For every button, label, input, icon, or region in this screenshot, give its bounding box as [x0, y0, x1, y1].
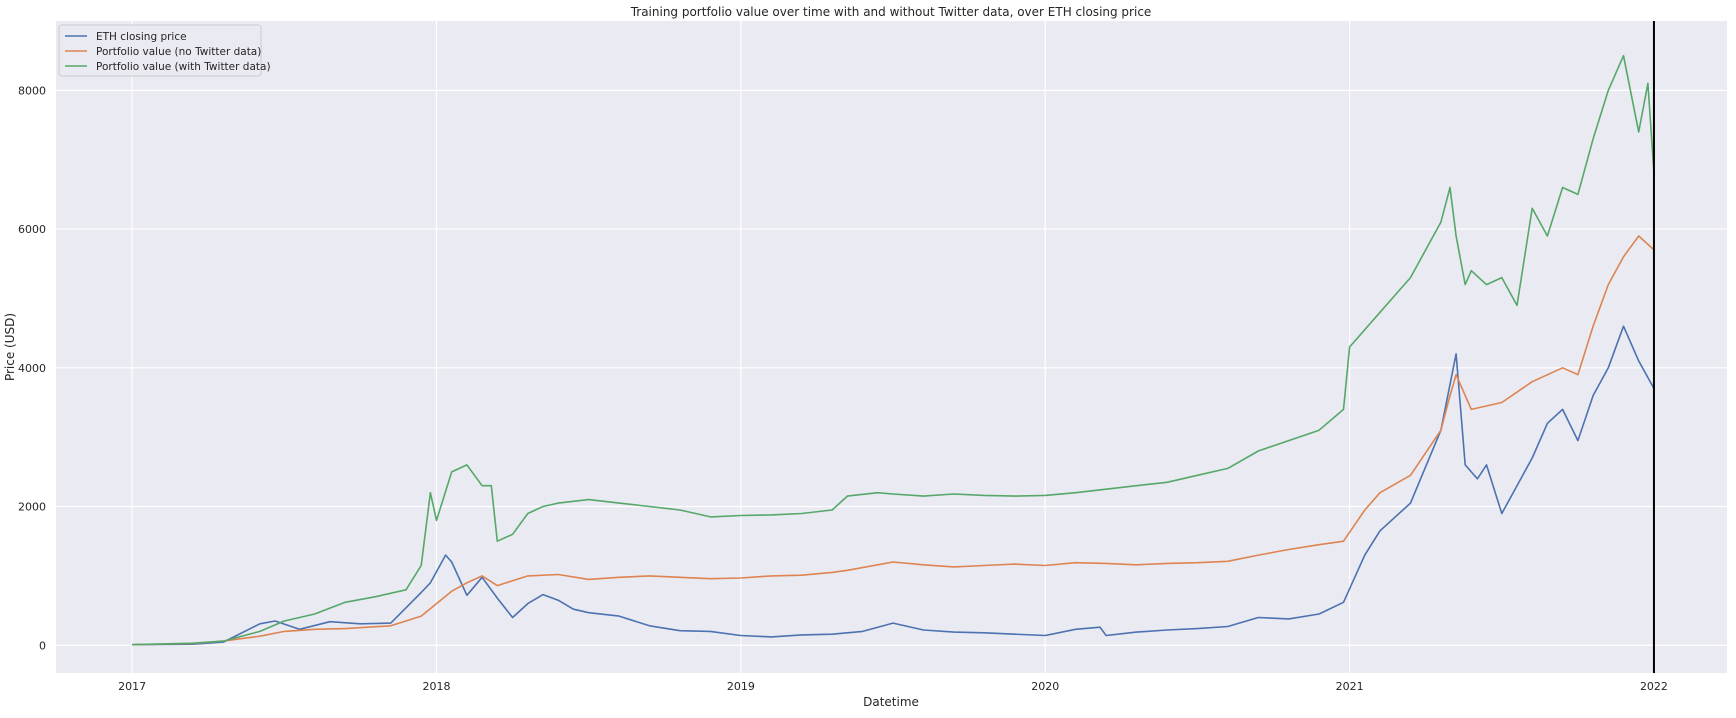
y-tick-label: 4000 [18, 362, 46, 375]
series-line-portfolio-value-with-twitter-data [132, 54, 1655, 646]
legend-box [58, 24, 262, 77]
legend-label: ETH closing price [96, 31, 187, 43]
tick-labels: 2017 2018 2019 2020 2021 2022 0 2000 4000 6000 800… [18, 84, 1668, 693]
series-line-eth-closing-price [132, 325, 1655, 646]
chart-title: Training portfolio value over time with … [630, 5, 1152, 19]
x-tick-label: 2019 [727, 680, 755, 693]
legend-label: Portfolio value (no Twitter data) [96, 46, 261, 58]
x-tick-label: 2017 [118, 680, 146, 693]
series-lines [132, 54, 1655, 646]
legend-label: Portfolio value (with Twitter data) [96, 61, 271, 73]
y-axis-label: Price (USD) [3, 313, 17, 381]
x-axis-label: Datetime [863, 695, 919, 709]
x-tick-label: 2021 [1336, 680, 1364, 693]
y-tick-label: 6000 [18, 223, 46, 236]
x-tick-label: 2020 [1031, 680, 1059, 693]
y-tick-label: 2000 [18, 501, 46, 514]
series-line-portfolio-value-no-twitter-data [132, 235, 1655, 646]
y-tick-label: 8000 [18, 84, 46, 97]
legend: ETH closing price Portfolio value (no Twi… [58, 24, 271, 77]
y-tick-label: 0 [39, 639, 46, 652]
x-tick-label: 2022 [1640, 680, 1668, 693]
plot-background [56, 21, 1727, 673]
x-tick-label: 2018 [422, 680, 450, 693]
